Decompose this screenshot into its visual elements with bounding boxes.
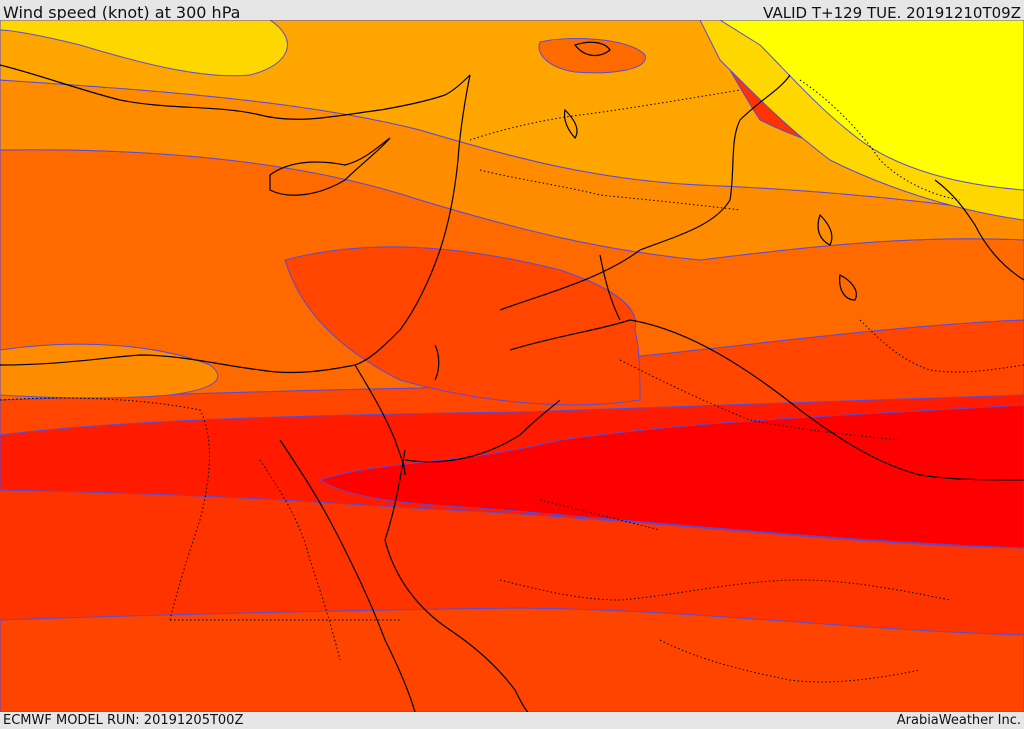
band-yellow-nw bbox=[0, 20, 288, 77]
credit-label: ArabiaWeather Inc. bbox=[896, 713, 1021, 728]
valid-time-label: VALID T+129 TUE. 20191210T09Z bbox=[763, 4, 1021, 22]
band-tongue bbox=[284, 246, 641, 406]
wind-speed-map bbox=[0, 20, 1024, 712]
map-header: Wind speed (knot) at 300 hPa VALID T+129… bbox=[0, 0, 1024, 22]
band-jet-max bbox=[318, 404, 1024, 549]
band-south-orangered bbox=[0, 607, 1024, 712]
coastlines bbox=[0, 41, 1024, 712]
band-yellow bbox=[719, 20, 1024, 191]
map-title: Wind speed (knot) at 300 hPa bbox=[3, 3, 241, 22]
model-run-label: ECMWF MODEL RUN: 20191205T00Z bbox=[3, 713, 244, 728]
map-footer: ECMWF MODEL RUN: 20191205T00Z ArabiaWeat… bbox=[0, 712, 1024, 729]
internal-borders bbox=[0, 79, 1024, 683]
